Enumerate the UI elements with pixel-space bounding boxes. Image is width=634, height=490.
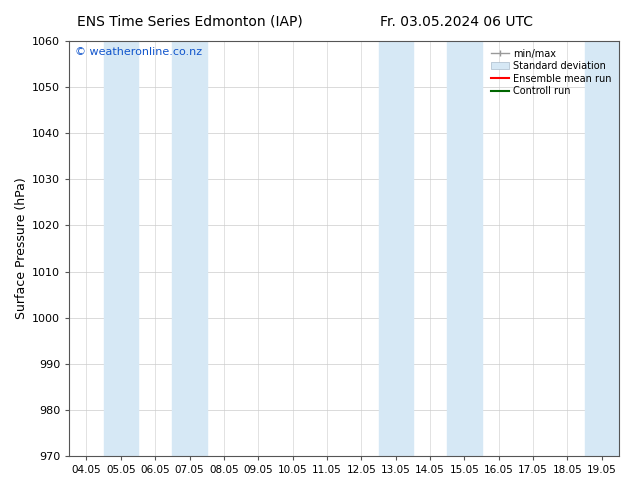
- Bar: [585, 41, 619, 456]
- Bar: [378, 41, 413, 456]
- Bar: [104, 41, 138, 456]
- Y-axis label: Surface Pressure (hPa): Surface Pressure (hPa): [15, 178, 28, 319]
- Bar: [172, 41, 207, 456]
- Text: ENS Time Series Edmonton (IAP): ENS Time Series Edmonton (IAP): [77, 15, 303, 29]
- Text: © weatheronline.co.nz: © weatheronline.co.nz: [75, 47, 202, 57]
- Legend: min/max, Standard deviation, Ensemble mean run, Controll run: min/max, Standard deviation, Ensemble me…: [488, 46, 614, 99]
- Text: Fr. 03.05.2024 06 UTC: Fr. 03.05.2024 06 UTC: [380, 15, 533, 29]
- Bar: [447, 41, 482, 456]
